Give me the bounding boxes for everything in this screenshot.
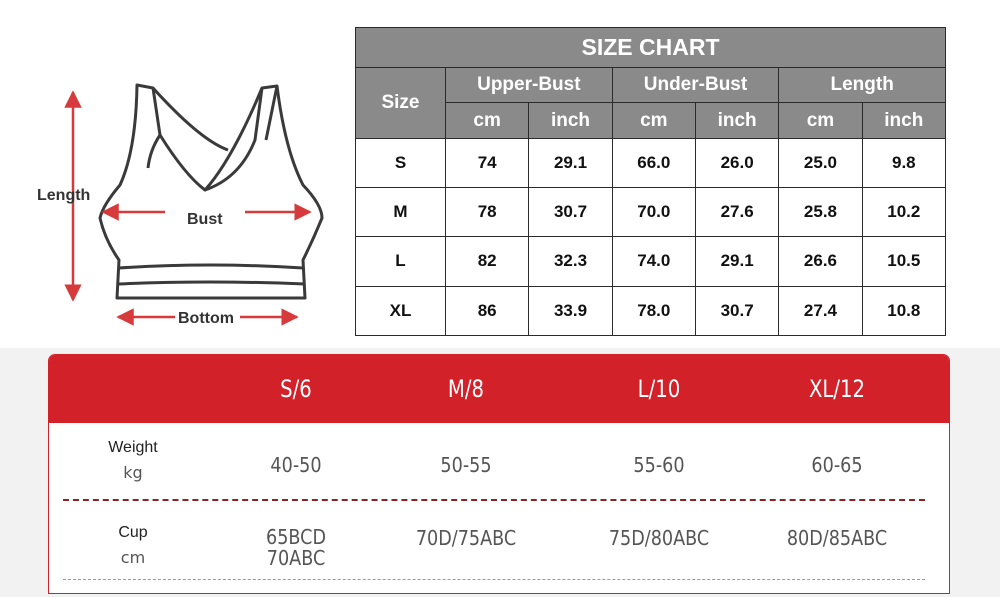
value-cell: 10.8 (861, 285, 947, 337)
cup-value: 65BCD 70ABC (221, 527, 371, 569)
value-cell: 10.2 (861, 186, 947, 238)
cup-value: 75D/80ABC (608, 526, 710, 550)
value-cell: 70.0 (611, 186, 696, 238)
length-label: Length (37, 187, 90, 204)
value-cell: 82 (444, 236, 530, 287)
value-cell: 33.9 (528, 285, 613, 337)
value-cell: 26.0 (694, 137, 780, 189)
value-cell: 32.3 (528, 236, 613, 287)
size-chart-table: SIZE CHART Size Upper-Bust Under-Bust Le… (355, 26, 947, 337)
value-cell: 74 (444, 137, 530, 189)
weight-row-label: Weight kg (73, 435, 193, 485)
value-cell: 78 (444, 186, 530, 238)
value-cell: 30.7 (528, 186, 613, 238)
unit-header: inch (694, 102, 780, 139)
value-cell: 86 (444, 285, 530, 337)
unit-header: cm (611, 102, 696, 139)
group-header-length: Length (778, 67, 946, 104)
sports-bra-drawing (98, 83, 324, 300)
unit-header: inch (861, 102, 947, 139)
value-cell: 27.4 (778, 285, 863, 337)
value-cell: 9.8 (861, 137, 947, 189)
cup-value: 70D/75ABC (415, 526, 517, 550)
row-divider (63, 499, 925, 501)
size-cell: L (355, 236, 446, 287)
weight-label: Weight (108, 439, 158, 456)
weight-value: 40-50 (270, 453, 322, 477)
value-cell: 29.1 (528, 137, 613, 189)
size-chart-title: SIZE CHART (355, 26, 946, 69)
weight-unit: kg (123, 463, 143, 482)
cup-unit: cm (120, 548, 146, 567)
cup-value: 80D/85ABC (786, 526, 888, 550)
cup-value-line: 65BCD (265, 525, 327, 549)
size-header-xl: XL/12 (808, 375, 866, 403)
size-header-l: L/10 (637, 375, 681, 403)
bottom-label: Bottom (178, 310, 234, 327)
value-cell: 25.0 (778, 137, 863, 189)
row-divider (63, 579, 925, 580)
cup-row-label: Cup cm (73, 520, 193, 570)
fit-chart-card: S/6 M/8 L/10 XL/12 Weight kg 40-50 50-55… (48, 354, 950, 594)
value-cell: 29.1 (694, 236, 780, 287)
size-cell: XL (355, 285, 446, 337)
table-row: XL 86 33.9 78.0 30.7 27.4 10.8 (355, 285, 947, 337)
table-row: M 78 30.7 70.0 27.6 25.8 10.2 (355, 186, 947, 238)
weight-value: 55-60 (633, 453, 685, 477)
value-cell: 66.0 (611, 137, 696, 189)
size-cell: S (355, 137, 446, 189)
value-cell: 30.7 (694, 285, 780, 337)
value-cell: 78.0 (611, 285, 696, 337)
cup-label: Cup (118, 524, 148, 541)
bust-label: Bust (187, 211, 223, 228)
size-column-header: Size (355, 67, 446, 139)
garment-illustration: Length Bust Bottom (37, 83, 324, 327)
cup-value-line: 70ABC (266, 546, 326, 570)
value-cell: 25.8 (778, 186, 863, 238)
weight-value: 60-65 (811, 453, 863, 477)
size-header-s: S/6 (280, 375, 312, 403)
unit-header: cm (444, 102, 530, 139)
value-cell: 74.0 (611, 236, 696, 287)
table-row: S 74 29.1 66.0 26.0 25.0 9.8 (355, 137, 947, 189)
group-header-upper-bust: Upper-Bust (445, 67, 613, 104)
value-cell: 26.6 (778, 236, 863, 287)
table-row: L 82 32.3 74.0 29.1 26.6 10.5 (355, 236, 947, 287)
size-cell: M (355, 186, 446, 238)
value-cell: 10.5 (861, 236, 947, 287)
value-cell: 27.6 (694, 186, 780, 238)
weight-value: 50-55 (440, 453, 492, 477)
fit-chart-header: S/6 M/8 L/10 XL/12 (49, 355, 949, 423)
unit-header: cm (778, 102, 863, 139)
unit-header: inch (528, 102, 613, 139)
group-header-under-bust: Under-Bust (611, 67, 780, 104)
size-header-m: M/8 (447, 375, 485, 403)
